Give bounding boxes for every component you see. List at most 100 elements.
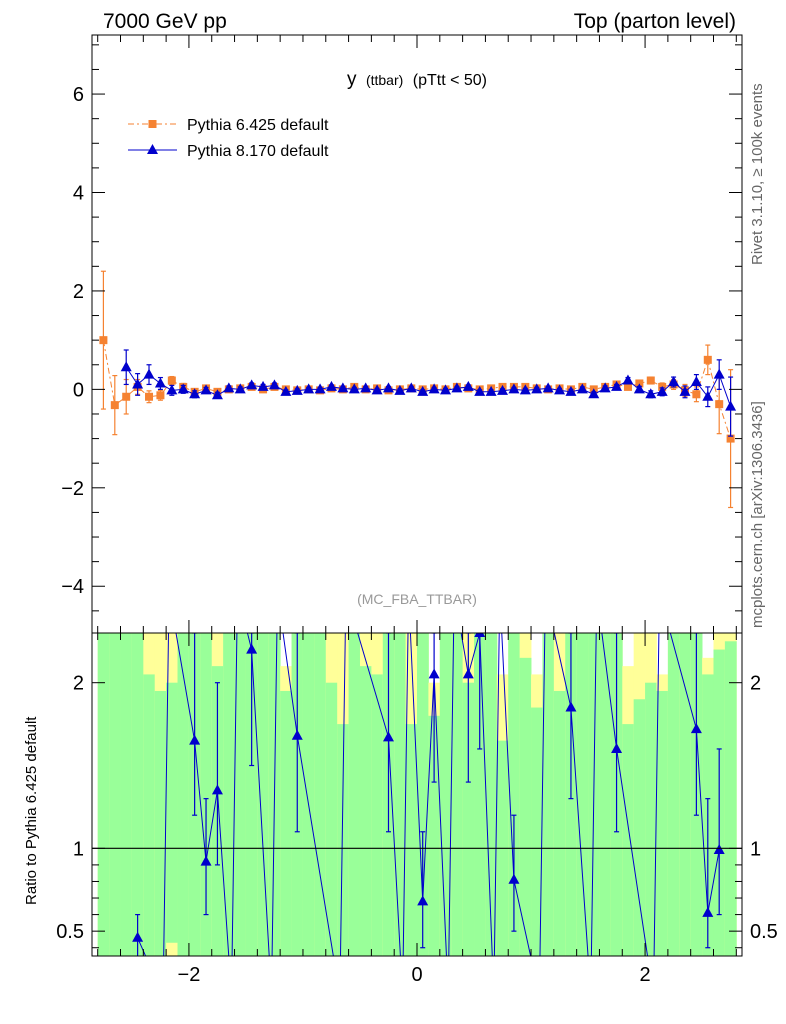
data-point-pythia8 — [303, 383, 315, 394]
ratio-data-point — [702, 906, 714, 917]
data-point-pythia8 — [599, 382, 611, 393]
data-point-pythia8 — [519, 384, 531, 395]
data-point-pythia6 — [703, 355, 712, 364]
ratio-data-point — [713, 843, 725, 854]
data-point-pythia8 — [645, 388, 657, 399]
rivet-label: Rivet 3.1.10, ≥ 100k events — [749, 83, 766, 265]
data-point-pythia6 — [646, 376, 655, 385]
ratio-band-inner — [314, 633, 327, 956]
data-point-pythia8 — [656, 385, 668, 396]
ratio-band-inner — [485, 633, 498, 956]
watermark: (MC_FBA_TTBAR) — [357, 591, 477, 607]
ratio-band-inner — [542, 633, 555, 956]
ratio-error-bar — [477, 633, 483, 750]
ratio-x-tick-label: 0 — [411, 964, 422, 986]
data-point-pythia8 — [132, 378, 144, 389]
ratio-band-inner — [519, 657, 532, 956]
ratio-y-tick-label-left: 0.5 — [56, 921, 84, 943]
legend-label-pythia8: Pythia 8.170 default — [187, 143, 329, 160]
mcplots-label: mcplots.cern.ch [arXiv:1306.3436] — [749, 401, 766, 628]
ratio-band-inner — [200, 633, 213, 956]
data-point-pythia6 — [122, 392, 131, 401]
data-point-pythia8 — [405, 382, 417, 393]
data-point-pythia8 — [291, 384, 303, 395]
ratio-band-inner — [280, 690, 292, 956]
data-point-pythia8 — [576, 383, 588, 394]
ratio-band-inner — [679, 633, 692, 956]
ratio-data-point — [246, 643, 258, 654]
ratio-x-tick-label: −2 — [178, 964, 201, 986]
ratio-band-inner — [257, 633, 270, 956]
ratio-y-tick-label-left: 1 — [73, 838, 84, 860]
data-point-pythia6 — [623, 382, 632, 391]
ratio-band-inner — [177, 633, 190, 956]
data-point-pythia8 — [690, 375, 702, 386]
legend-marker-pythia8 — [147, 144, 158, 154]
data-point-pythia8 — [679, 385, 691, 396]
ratio-band-inner — [462, 682, 475, 956]
ratio-x-tick-label: 2 — [640, 964, 651, 986]
ratio-band-inner — [131, 633, 144, 956]
main-title-cut: (pTtt < 50) — [413, 72, 487, 89]
data-point-pythia8 — [462, 380, 474, 391]
ratio-band-inner — [633, 699, 646, 956]
data-point-pythia8 — [451, 382, 463, 393]
data-point-pythia6 — [99, 336, 108, 345]
ratio-axes: 0.5 0.5 1 1 2 2 −2 0 2 — [56, 633, 778, 986]
ratio-data-point — [508, 873, 520, 884]
data-point-pythia8 — [234, 383, 246, 394]
ratio-band-inner — [245, 633, 258, 956]
data-point-pythia8 — [725, 400, 737, 411]
ratio-frame — [91, 632, 743, 957]
ratio-data-point — [565, 701, 577, 712]
data-point-pythia8 — [485, 385, 497, 396]
data-point-pythia8 — [337, 382, 349, 393]
main-title: y (ttbar) (pTtt < 50) — [347, 69, 487, 90]
legend-entry-pythia6: Pythia 6.425 default — [128, 117, 329, 134]
data-point-pythia8 — [177, 383, 189, 394]
ratio-data-point — [690, 723, 702, 734]
ratio-y-tick-label-right: 0.5 — [750, 921, 778, 943]
main-y-tick-label: 4 — [73, 182, 84, 204]
ratio-data-point — [611, 742, 623, 753]
ratio-data-point — [474, 633, 486, 637]
main-title-var: y — [347, 69, 357, 90]
ratio-band-inner — [109, 633, 121, 956]
ratio-band-inner — [405, 724, 418, 956]
data-point-pythia8 — [531, 383, 543, 394]
ratio-band-inner — [667, 633, 680, 956]
data-point-pythia8 — [120, 361, 132, 372]
data-point-pythia6 — [692, 390, 701, 399]
ratio-data-point — [200, 855, 212, 866]
data-point-pythia8 — [702, 390, 714, 401]
data-point-pythia6 — [726, 434, 735, 443]
ratio-data-point — [291, 729, 303, 740]
ratio-band-inner — [576, 633, 589, 956]
data-point-pythia8 — [440, 384, 452, 395]
ratio-error-bar — [249, 633, 255, 767]
main-panel: −4 −2 0 2 4 6 y (ttbar) (pTtt < 50) (MC_FBA_T… — [61, 34, 743, 634]
ratio-error-bar — [420, 831, 426, 949]
main-axes: −4 −2 0 2 4 6 — [61, 35, 742, 633]
ratio-data-point — [132, 931, 144, 942]
data-point-pythia8 — [394, 384, 406, 395]
ratio-data-point — [189, 734, 201, 745]
data-point-pythia8 — [428, 383, 440, 394]
data-point-pythia8 — [371, 384, 383, 395]
data-point-pythia8 — [325, 380, 337, 391]
main-y-tick-label: 6 — [73, 84, 84, 106]
ratio-plot-area — [132, 633, 725, 956]
ratio-band-inner — [302, 633, 315, 956]
main-title-sub: (ttbar) — [366, 72, 403, 88]
ratio-band-inner — [531, 707, 543, 956]
ratio-error-bar — [568, 633, 574, 800]
data-point-pythia8 — [474, 385, 486, 396]
ratio-data-point — [382, 731, 394, 742]
ratio-error-bar — [614, 633, 620, 833]
data-point-pythia8 — [268, 379, 280, 390]
ratio-band-inner — [622, 724, 635, 956]
data-point-pythia8 — [417, 385, 429, 396]
ratio-band-inner — [359, 666, 372, 956]
ratio-error-bar — [214, 682, 220, 866]
